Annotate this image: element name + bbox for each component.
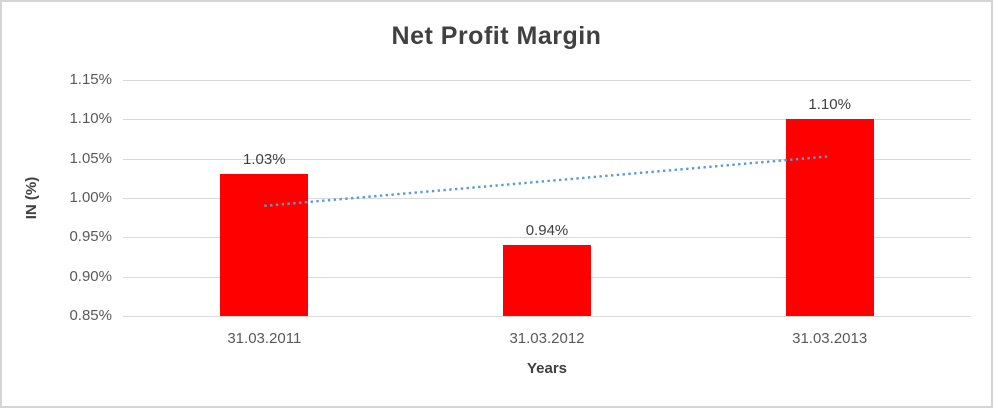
gridline [123,316,971,317]
x-tick-label: 31.03.2012 [509,330,585,347]
bar-31.03.2012 [503,245,591,316]
y-tick-label: 1.10% [69,110,112,128]
x-tick-label: 31.03.2013 [792,330,868,347]
bar-value-label: 1.10% [808,96,851,114]
y-tick-label: 0.85% [69,307,112,324]
y-tick-label: 1.15% [69,71,112,88]
bar-value-label: 0.94% [525,222,569,240]
bar-value-label: 1.03% [243,151,286,169]
gridline [123,237,971,239]
y-tick-label: 0.90% [69,267,112,285]
trendline [264,155,830,208]
y-tick-label: 1.05% [69,149,112,167]
gridline [123,80,971,81]
y-tick-label: 0.95% [69,228,112,246]
bar-31.03.2011 [220,174,309,316]
plot-area: 1.03% 0.94% 1.10% [123,80,971,317]
x-axis-title: Years [526,360,568,377]
gridline [123,158,971,160]
y-tick-label: 1.00% [69,189,112,206]
chart-title: Net Profit Margin [391,22,602,50]
x-tick-label: 31.03.2011 [227,330,302,347]
gridline [123,198,971,199]
bar-31.03.2013 [785,119,874,316]
gridline [123,119,971,121]
